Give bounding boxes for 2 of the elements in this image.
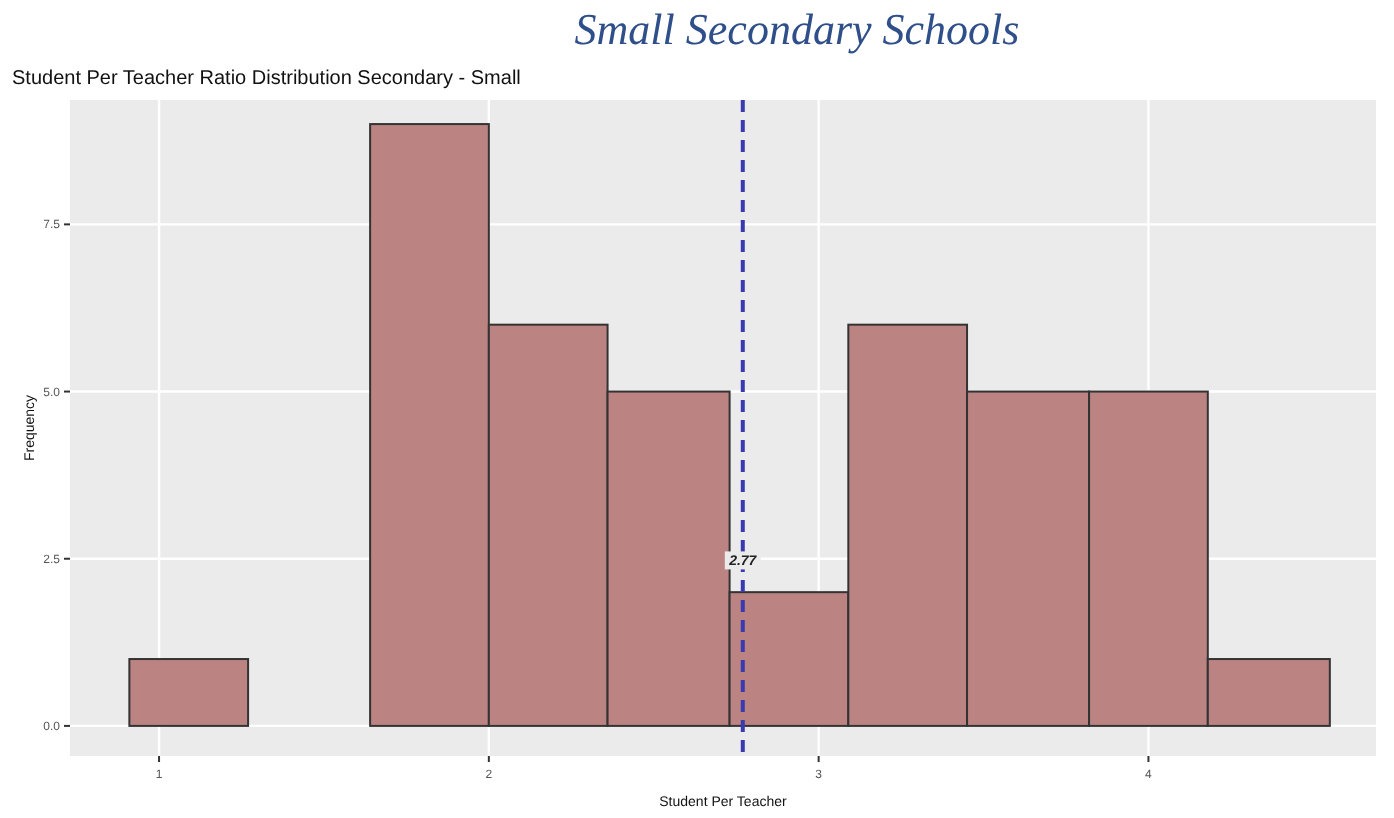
text: Small Secondary Schools [574, 4, 1020, 54]
chart-title: Student Per Teacher Ratio Distribution Secondary - Small [12, 68, 521, 90]
